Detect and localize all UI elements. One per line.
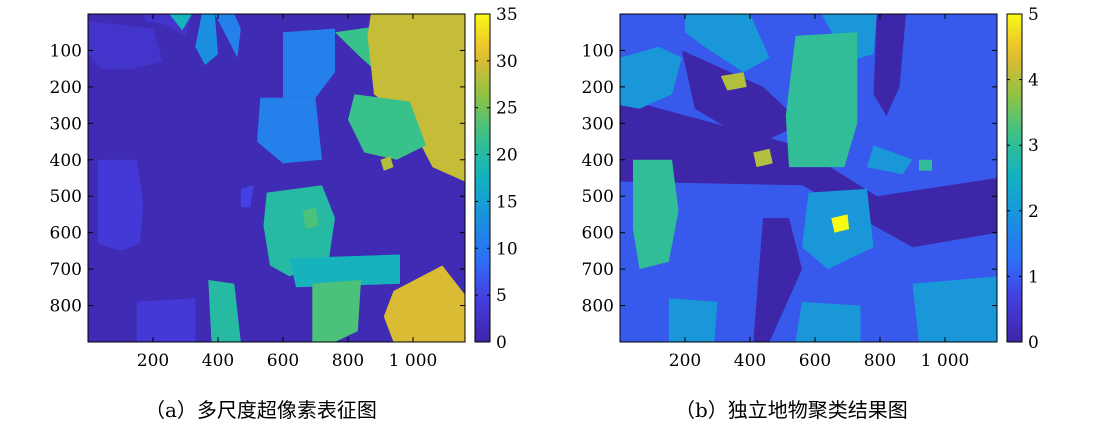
y-tick-label: 400 <box>582 151 614 171</box>
heatmap-region-0 <box>620 97 997 248</box>
y-tick-label: 100 <box>50 41 82 61</box>
heatmap-region-13 <box>289 254 400 288</box>
caption-b: （b）独立地物聚类结果图 <box>675 398 908 422</box>
caption-a: （a）多尺度超像素表征图 <box>145 398 377 422</box>
heatmap-region-10 <box>348 94 426 160</box>
heatmap-region-4 <box>620 46 682 109</box>
heatmap-region-1 <box>97 159 144 251</box>
heatmap-region-0 <box>88 21 163 69</box>
colorbar-tick-label: 20 <box>496 146 518 166</box>
heatmap-region-17 <box>136 298 196 342</box>
heatmap-region-18 <box>240 185 254 208</box>
x-tick-label: 600 <box>799 351 831 371</box>
plot-frame <box>619 13 998 343</box>
colorbar-tick-label: 0 <box>1028 333 1039 353</box>
heatmap-region-16 <box>208 280 241 342</box>
y-tick-label: 200 <box>50 78 82 98</box>
heatmap-region-5 <box>685 14 770 73</box>
colorbar-tick-label: 3 <box>1028 136 1039 156</box>
y-tick-label: 800 <box>582 297 614 317</box>
x-tick-label: 1 000 <box>921 351 970 371</box>
heatmap-region-3 <box>169 14 192 31</box>
y-tick-label: 300 <box>582 114 614 134</box>
y-tick-label: 100 <box>582 41 614 61</box>
y-tick-label: 700 <box>50 260 82 280</box>
heatmap-region-2 <box>753 218 802 342</box>
y-tick-label: 600 <box>582 224 614 244</box>
heatmap-region-11 <box>867 145 913 175</box>
heatmap-region-9 <box>912 276 997 342</box>
colorbar-tick-label: 4 <box>1028 71 1039 91</box>
heatmap-region-12 <box>785 32 858 168</box>
heatmap-region-13 <box>633 159 679 270</box>
heatmap-regions <box>88 14 465 342</box>
heatmap-region-17 <box>831 214 850 233</box>
colorbar <box>474 13 491 343</box>
heatmap-region-3 <box>873 14 906 116</box>
heatmap-region-19 <box>302 207 319 229</box>
colorbar-tick-label: 25 <box>496 99 518 119</box>
y-tick-label: 600 <box>50 224 82 244</box>
x-tick-label: 800 <box>864 351 896 371</box>
heatmap-region-6 <box>257 97 322 164</box>
y-tick-label: 300 <box>50 114 82 134</box>
chart-b: 200 400 600 800 1 000 100 200 300 400 500 600 700 80… <box>582 5 1039 371</box>
colorbar-tick-label: 5 <box>1028 5 1039 25</box>
y-tick-label: 500 <box>582 187 614 207</box>
heatmap-region-10 <box>668 298 718 342</box>
colorbar-tick-label: 10 <box>496 239 518 259</box>
heatmap-region-12 <box>263 185 335 277</box>
chart-a: 200 400 600 800 1 00010020030040050060070080… <box>50 5 518 371</box>
heatmap-region-15 <box>720 72 747 91</box>
x-tick-label: 200 <box>137 351 169 371</box>
colorbar-tick-label: 1 <box>1028 267 1039 287</box>
heatmap-region-16 <box>753 148 773 168</box>
x-tick-label: 200 <box>669 351 701 371</box>
y-tick-label: 800 <box>50 297 82 317</box>
heatmap-region-11 <box>380 156 394 171</box>
y-tick-label: 500 <box>50 187 82 207</box>
heatmap-region-15 <box>383 265 465 342</box>
colorbar-tick-label: 0 <box>496 333 507 353</box>
plot-frame <box>87 13 466 343</box>
heatmap-region-7 <box>283 28 335 98</box>
colorbar-tick-label: 35 <box>496 5 518 25</box>
heatmap-region-4 <box>195 14 218 65</box>
y-tick-label: 400 <box>50 151 82 171</box>
heatmap-region-14 <box>312 280 361 342</box>
heatmap-region-8 <box>795 301 861 342</box>
heatmap-region-14 <box>919 159 932 171</box>
colorbar-tick-label: 15 <box>496 192 518 212</box>
x-tick-label: 400 <box>734 351 766 371</box>
x-tick-label: 1 000 <box>389 351 438 371</box>
colorbar-tick-label: 2 <box>1028 202 1039 222</box>
x-tick-label: 400 <box>202 351 234 371</box>
y-tick-label: 700 <box>582 260 614 280</box>
colorbar-tick-label: 5 <box>496 286 507 306</box>
x-tick-label: 800 <box>332 351 364 371</box>
heatmap-region-1 <box>681 50 802 146</box>
heatmap-region-9 <box>367 14 465 182</box>
colorbar <box>1006 13 1023 343</box>
heatmap-regions <box>620 14 997 342</box>
x-tick-label: 600 <box>267 351 299 371</box>
colorbar-tick-label: 30 <box>496 52 518 72</box>
y-tick-label: 200 <box>582 78 614 98</box>
heatmap-region-5 <box>214 14 241 58</box>
